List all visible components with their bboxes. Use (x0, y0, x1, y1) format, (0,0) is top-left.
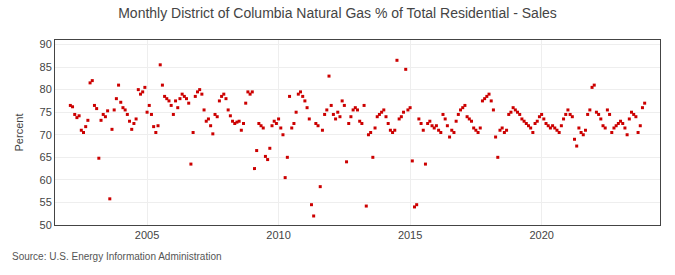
svg-text:2015: 2015 (398, 229, 422, 241)
svg-text:90: 90 (40, 38, 52, 50)
svg-text:Percent: Percent (13, 114, 25, 152)
svg-text:Source: U.S. Energy Informatio: Source: U.S. Energy Information Administ… (12, 251, 222, 262)
svg-text:80: 80 (40, 83, 52, 95)
svg-text:2005: 2005 (135, 229, 159, 241)
svg-text:55: 55 (40, 196, 52, 208)
svg-text:70: 70 (40, 129, 52, 141)
svg-text:85: 85 (40, 61, 52, 73)
svg-text:2020: 2020 (529, 229, 553, 241)
svg-text:65: 65 (40, 151, 52, 163)
svg-text:50: 50 (40, 219, 52, 231)
svg-text:75: 75 (40, 106, 52, 118)
svg-text:Monthly District of Columbia N: Monthly District of Columbia Natural Gas… (118, 5, 557, 21)
svg-text:60: 60 (40, 174, 52, 186)
svg-text:2010: 2010 (266, 229, 290, 241)
